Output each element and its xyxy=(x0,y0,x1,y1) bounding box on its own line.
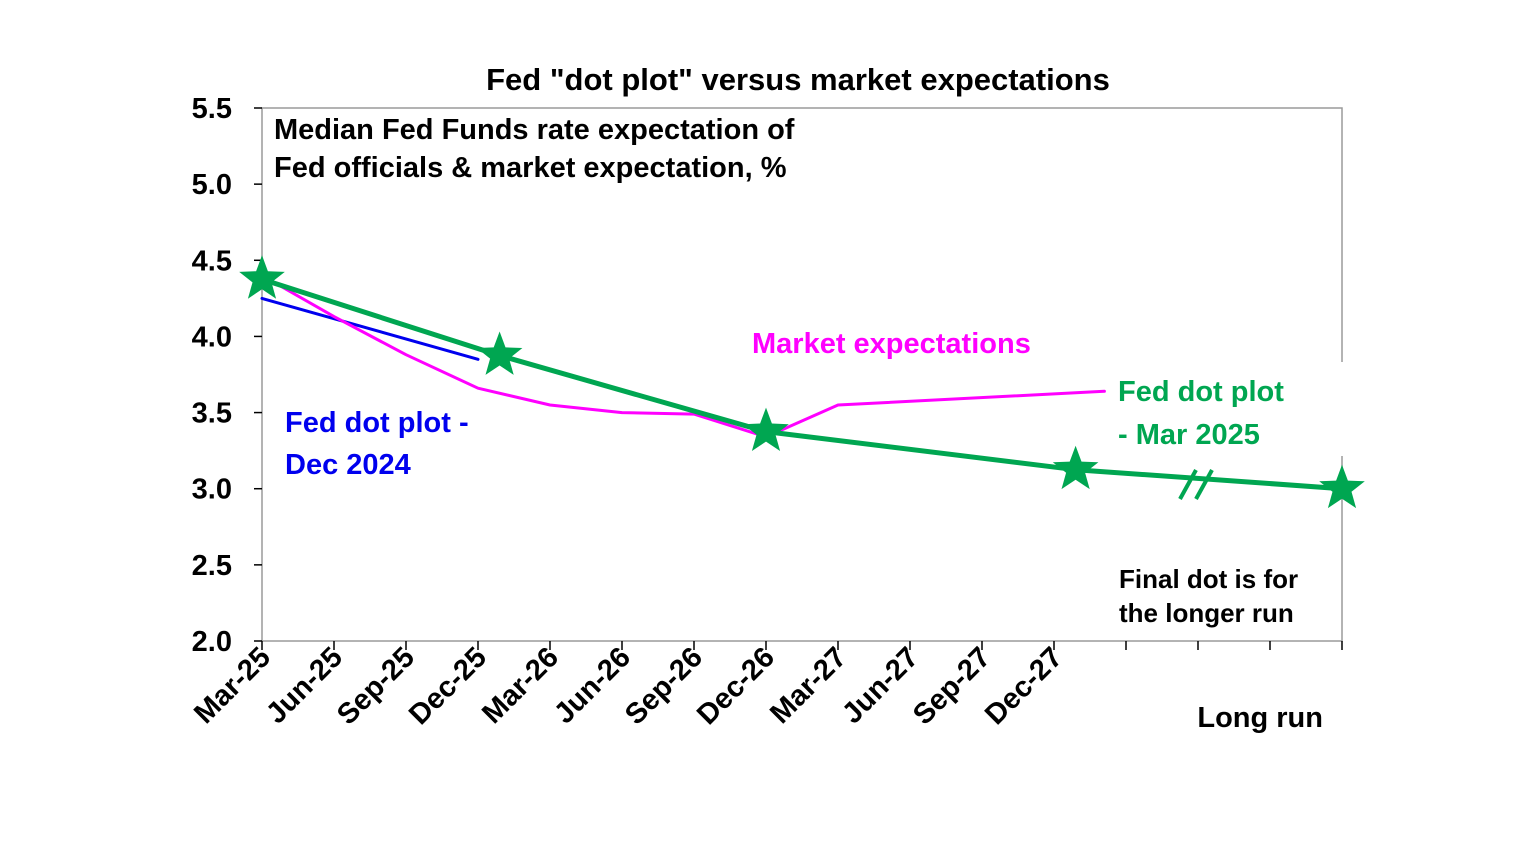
x-tick-label-9: Jun-27 xyxy=(836,641,925,730)
star-marker-0 xyxy=(239,255,285,299)
series-line-1 xyxy=(260,274,1106,439)
x-tick-label-5: Jun-26 xyxy=(548,641,637,730)
marker-layer xyxy=(239,255,1365,509)
final-dot-note-line-2: the longer run xyxy=(1119,598,1294,628)
x-tick-label-1: Jun-25 xyxy=(260,641,349,730)
y-tick-label-6: 5.0 xyxy=(192,169,232,201)
x-tick-label-3: Dec-25 xyxy=(403,641,493,731)
y-axis: 2.0 2.5 3.0 3.5 4.0 4.5 5.0 5.5 xyxy=(192,93,262,658)
y-tick-label-2: 3.0 xyxy=(192,474,232,506)
x-tick-label-11: Dec-27 xyxy=(979,641,1069,731)
y-tick-label-0: 2.0 xyxy=(192,626,232,658)
star-marker-2 xyxy=(743,407,789,451)
series-label-mar2025-line-1: Fed dot plot xyxy=(1118,376,1284,408)
x-tick-label-4: Mar-26 xyxy=(476,641,565,730)
x-tick-label-8: Mar-27 xyxy=(764,641,853,730)
x-tick-label-6: Sep-26 xyxy=(619,641,709,731)
axis-break-mark-2 xyxy=(1194,469,1214,500)
y-tick-label-1: 2.5 xyxy=(192,550,232,582)
x-axis: Mar-25Jun-25Sep-25Dec-25Mar-26Jun-26Sep-… xyxy=(188,641,1343,731)
y-tick-label-3: 3.5 xyxy=(192,398,232,430)
series-label-mar2025-line-2: - Mar 2025 xyxy=(1118,419,1260,451)
chart-subtitle-line-1: Median Fed Funds rate expectation of xyxy=(274,114,795,146)
x-tick-label-long-run: Long run xyxy=(1197,702,1323,734)
series-label-market-expectations: Market expectations xyxy=(752,328,1031,360)
x-tick-label-7: Dec-26 xyxy=(691,641,781,731)
series-label-dec2024-line-2: Dec 2024 xyxy=(285,449,411,481)
chart-title: Fed "dot plot" versus market expectation… xyxy=(486,62,1110,97)
star-marker-4 xyxy=(1319,464,1365,509)
series-label-dec2024-line-1: Fed dot plot - xyxy=(285,407,469,439)
axis-break-mark-1 xyxy=(1178,469,1198,500)
x-tick-label-10: Sep-27 xyxy=(907,641,997,731)
series-line-0 xyxy=(260,296,480,361)
final-dot-note-line-1: Final dot is for xyxy=(1119,564,1298,594)
axis-break-marks xyxy=(1178,469,1214,500)
star-marker-3 xyxy=(1052,445,1099,490)
star-marker-1 xyxy=(476,331,523,375)
x-tick-label-2: Sep-25 xyxy=(331,641,421,731)
y-tick-label-7: 5.5 xyxy=(192,93,232,125)
y-tick-label-5: 4.5 xyxy=(192,245,232,277)
mar2025-label-background xyxy=(1108,362,1344,456)
chart-subtitle-line-2: Fed officials & market expectation, % xyxy=(274,152,787,184)
y-tick-label-4: 4.0 xyxy=(192,321,232,353)
